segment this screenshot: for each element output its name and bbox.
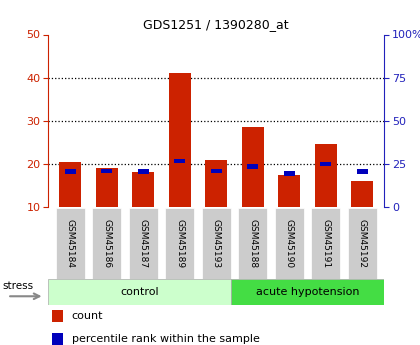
Text: control: control <box>120 287 159 297</box>
FancyBboxPatch shape <box>55 208 85 279</box>
FancyBboxPatch shape <box>275 208 304 279</box>
FancyBboxPatch shape <box>238 208 268 279</box>
FancyBboxPatch shape <box>129 208 158 279</box>
Bar <box>205 159 227 207</box>
Text: GSM45189: GSM45189 <box>175 219 184 268</box>
Text: count: count <box>72 311 103 321</box>
Bar <box>52 333 63 345</box>
Text: GSM45186: GSM45186 <box>102 219 111 268</box>
Bar <box>231 279 384 305</box>
Bar <box>352 181 373 207</box>
Bar <box>211 169 222 173</box>
Bar <box>174 159 185 164</box>
Text: percentile rank within the sample: percentile rank within the sample <box>72 334 260 344</box>
Bar <box>247 164 258 169</box>
Bar <box>169 73 191 207</box>
Text: stress: stress <box>3 281 34 291</box>
Text: GSM45190: GSM45190 <box>285 219 294 268</box>
Text: GSM45193: GSM45193 <box>212 219 221 268</box>
Bar <box>48 279 231 305</box>
Bar <box>315 145 337 207</box>
Bar <box>101 169 112 173</box>
Text: GSM45188: GSM45188 <box>248 219 257 268</box>
Bar <box>52 310 63 322</box>
FancyBboxPatch shape <box>348 208 377 279</box>
Text: GSM45184: GSM45184 <box>66 219 75 268</box>
Text: acute hypotension: acute hypotension <box>256 287 360 297</box>
Bar <box>284 171 295 176</box>
Text: GSM45191: GSM45191 <box>321 219 331 268</box>
Title: GDS1251 / 1390280_at: GDS1251 / 1390280_at <box>144 18 289 31</box>
FancyBboxPatch shape <box>202 208 231 279</box>
Bar <box>357 169 368 174</box>
Bar <box>320 162 331 166</box>
Bar <box>96 168 118 207</box>
Bar <box>278 175 300 207</box>
FancyBboxPatch shape <box>311 208 341 279</box>
Bar <box>65 169 76 174</box>
Bar <box>59 162 81 207</box>
Text: GSM45192: GSM45192 <box>358 219 367 268</box>
FancyBboxPatch shape <box>165 208 194 279</box>
FancyBboxPatch shape <box>92 208 121 279</box>
Bar <box>132 171 154 207</box>
Text: GSM45187: GSM45187 <box>139 219 148 268</box>
Bar <box>242 127 264 207</box>
Bar <box>138 169 149 174</box>
